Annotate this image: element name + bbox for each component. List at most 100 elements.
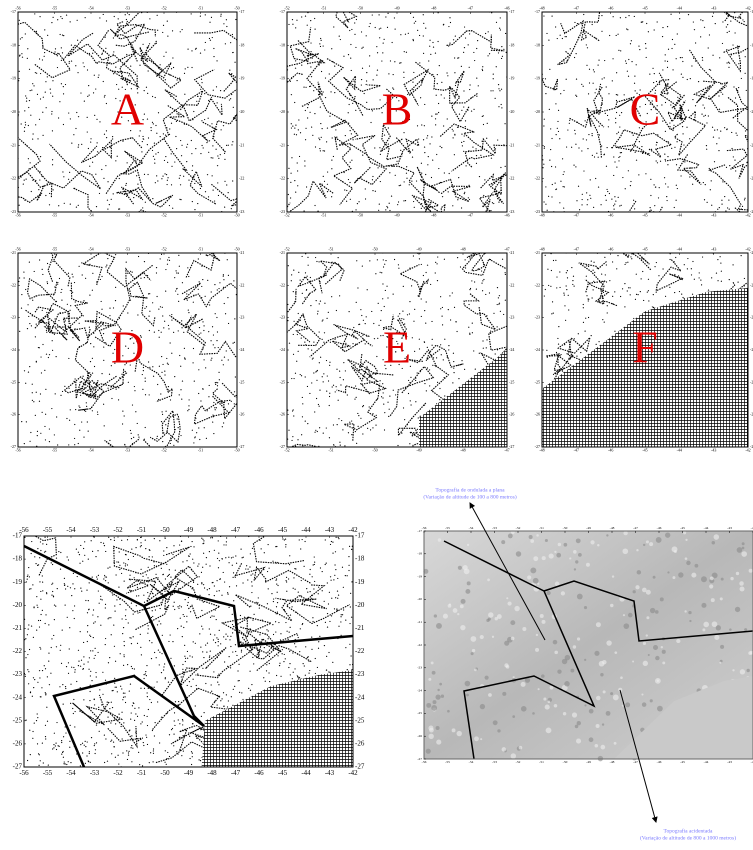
dot xyxy=(372,190,373,191)
dot xyxy=(628,287,629,288)
dot xyxy=(451,103,452,104)
x-tick-label: -53 xyxy=(125,247,130,252)
dot xyxy=(60,312,61,313)
dot xyxy=(684,161,685,162)
dot xyxy=(585,120,586,121)
dot xyxy=(680,175,681,176)
dot xyxy=(32,584,33,585)
dot xyxy=(187,685,188,686)
dot xyxy=(413,321,414,322)
dot xyxy=(67,586,68,587)
dot xyxy=(152,150,153,151)
dot xyxy=(290,182,291,183)
dot xyxy=(60,645,61,646)
dot xyxy=(115,160,116,161)
dot xyxy=(674,292,675,293)
dot xyxy=(275,562,276,563)
dot xyxy=(272,624,273,625)
dot xyxy=(75,301,76,302)
dot xyxy=(151,617,152,618)
dot xyxy=(639,49,640,50)
dot xyxy=(457,199,458,200)
dot xyxy=(40,541,41,542)
dot xyxy=(105,638,106,639)
dot xyxy=(729,279,730,280)
dot xyxy=(372,110,373,111)
dot xyxy=(314,432,315,433)
dot xyxy=(373,323,374,324)
dot xyxy=(383,266,384,267)
dot xyxy=(738,87,739,88)
dot xyxy=(671,148,672,149)
dot xyxy=(166,758,167,759)
panel-label: B xyxy=(382,84,413,135)
dot xyxy=(220,90,221,91)
dot xyxy=(146,306,147,307)
dot xyxy=(96,119,97,120)
dot xyxy=(313,357,314,358)
dot xyxy=(581,23,582,24)
dot xyxy=(149,330,150,331)
dot xyxy=(92,614,93,615)
dot xyxy=(305,139,306,140)
dot xyxy=(186,161,187,162)
dot xyxy=(84,745,85,746)
dot xyxy=(32,731,33,732)
dot xyxy=(434,365,435,366)
dot xyxy=(357,203,358,204)
dot xyxy=(437,382,438,383)
dot xyxy=(170,634,171,635)
dot xyxy=(305,272,306,273)
dot xyxy=(174,376,175,377)
dot xyxy=(562,38,563,39)
x-tick-label: -47 xyxy=(231,769,241,777)
dot xyxy=(483,348,484,349)
dot xyxy=(76,549,77,550)
dot xyxy=(308,656,309,657)
dot xyxy=(162,411,163,412)
y-tick-label: -18 xyxy=(509,42,514,47)
dot xyxy=(654,29,655,30)
dot xyxy=(382,283,383,284)
dot xyxy=(326,391,327,392)
dot xyxy=(169,74,170,75)
dot xyxy=(22,57,23,58)
dot xyxy=(74,671,75,672)
dot xyxy=(121,71,122,72)
dot xyxy=(56,254,57,255)
dot xyxy=(624,264,625,265)
dot xyxy=(158,68,159,69)
dot xyxy=(28,567,29,568)
dot xyxy=(181,155,182,156)
dot xyxy=(314,411,315,412)
dot xyxy=(289,631,290,632)
dot xyxy=(192,541,193,542)
dot xyxy=(25,289,26,290)
dot xyxy=(318,587,319,588)
dot xyxy=(61,663,62,664)
texture xyxy=(655,610,659,614)
dot xyxy=(377,259,378,260)
dot xyxy=(464,135,465,136)
dot xyxy=(493,74,494,75)
dot xyxy=(612,261,613,262)
dot xyxy=(201,572,202,573)
dot xyxy=(54,53,55,54)
dot xyxy=(314,113,315,114)
dot xyxy=(489,292,490,293)
dot xyxy=(70,587,71,588)
dot xyxy=(191,764,192,765)
dot xyxy=(587,204,588,205)
y-tick-label: -22 xyxy=(13,647,23,655)
dot xyxy=(411,418,412,419)
dot xyxy=(128,75,129,76)
dot xyxy=(360,418,361,419)
dot xyxy=(167,162,168,163)
x-tick-label: -48 xyxy=(207,769,217,777)
dot xyxy=(114,610,115,611)
dot xyxy=(113,307,114,308)
dot xyxy=(56,416,57,417)
dot xyxy=(129,14,130,15)
dot xyxy=(317,370,318,371)
dot xyxy=(341,614,342,615)
